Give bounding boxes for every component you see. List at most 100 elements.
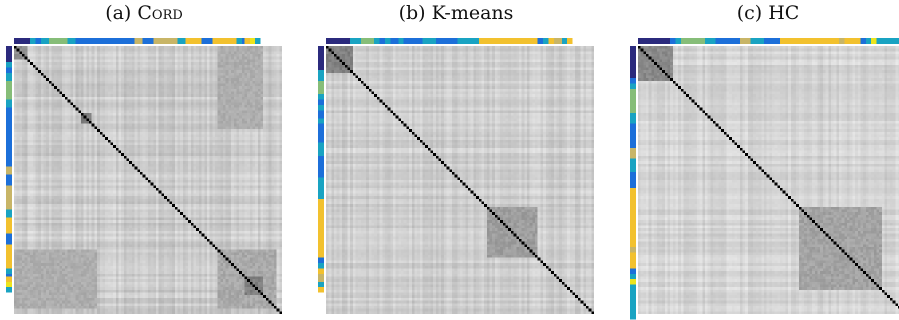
heatmap-cell [91, 102, 95, 106]
heatmap-cell [75, 171, 79, 175]
heatmap-cell [102, 129, 106, 132]
heatmap-cell [22, 51, 25, 55]
heatmap-cell [263, 166, 266, 170]
heatmap-cell [247, 75, 250, 79]
heatmap-cell [51, 86, 55, 89]
heatmap-cell [121, 150, 124, 154]
heatmap-cell [134, 163, 138, 167]
heatmap-cell [115, 96, 119, 100]
heatmap-cell [99, 121, 103, 124]
heatmap-cell [193, 137, 197, 140]
heatmap-cell [145, 64, 149, 68]
heatmap-cell [121, 145, 124, 148]
heatmap-cell [156, 139, 159, 143]
heatmap-cell [16, 88, 20, 92]
heatmap-cell [190, 118, 194, 122]
heatmap-cell [193, 48, 197, 52]
heatmap-cell [196, 78, 199, 81]
heatmap-cell [228, 75, 232, 79]
heatmap-cell [62, 83, 65, 87]
heatmap-cell [131, 91, 135, 95]
heatmap-cell [223, 80, 226, 84]
heatmap-cell [142, 177, 146, 181]
heatmap-cell [126, 78, 130, 81]
heatmap-cell [153, 126, 157, 130]
heatmap-cell [201, 145, 205, 148]
heatmap-cell [32, 121, 36, 124]
heatmap-cell [40, 142, 44, 146]
heatmap-cell [164, 113, 167, 116]
heatmap-cell [150, 80, 154, 84]
heatmap-cell [265, 54, 269, 57]
heatmap-cell [260, 110, 264, 114]
heatmap-cell [217, 123, 221, 127]
heatmap-cell [212, 78, 216, 81]
heatmap-cell [180, 91, 183, 95]
heatmap-cell [263, 134, 266, 138]
heatmap-cell [172, 75, 175, 79]
heatmap-cell [38, 88, 41, 92]
heatmap-cell [201, 59, 205, 63]
heatmap-cell [161, 110, 165, 114]
heatmap-cell [164, 83, 167, 87]
heatmap-cell [201, 88, 205, 92]
heatmap-cell [113, 134, 116, 138]
heatmap-cell [231, 46, 234, 49]
heatmap-cell [16, 80, 20, 84]
heatmap-cell [19, 118, 23, 122]
heatmap-cell [180, 86, 183, 89]
heatmap-cell [89, 86, 92, 89]
heatmap-cell [64, 67, 68, 71]
heatmap-cell [166, 121, 170, 124]
heatmap-cell [228, 134, 232, 138]
heatmap-cell [217, 121, 221, 124]
heatmap-cell [236, 70, 240, 73]
heatmap-cell [180, 51, 183, 55]
heatmap-cell [62, 177, 65, 181]
heatmap-cell [75, 48, 79, 52]
heatmap-cell [241, 88, 245, 92]
heatmap-cell [64, 72, 68, 76]
heatmap-cell [27, 46, 31, 49]
heatmap-cell [123, 142, 127, 146]
heatmap-cell [150, 51, 154, 55]
heatmap-cell [62, 115, 65, 119]
heatmap-cell [67, 121, 71, 124]
heatmap-cell [225, 110, 229, 114]
heatmap-cell [247, 102, 250, 106]
heatmap-cell [239, 161, 242, 164]
heatmap-cell [263, 96, 266, 100]
heatmap-cell [51, 126, 55, 130]
heatmap-cell [279, 163, 282, 167]
heatmap-cell [188, 102, 191, 106]
heatmap-cell [118, 102, 122, 106]
heatmap-cell [97, 174, 100, 178]
heatmap-cell [215, 174, 218, 178]
heatmap-cell [27, 107, 31, 111]
heatmap-cell [150, 102, 154, 106]
heatmap-cell [99, 158, 103, 162]
heatmap-cell [123, 91, 127, 95]
heatmap-cell [46, 169, 49, 173]
heatmap-cell [169, 102, 173, 106]
heatmap-cell [137, 78, 141, 81]
heatmap-cell [72, 169, 76, 173]
heatmap-cell [62, 80, 65, 84]
heatmap-cell [72, 134, 76, 138]
heatmap-cell [212, 131, 216, 135]
heatmap-cell [164, 110, 167, 114]
heatmap-cell [217, 126, 221, 130]
heatmap-cell [198, 96, 202, 100]
heatmap-cell [201, 142, 205, 146]
heatmap-cell [145, 150, 149, 154]
heatmap-cell [180, 137, 183, 140]
heatmap-cell [70, 56, 74, 60]
heatmap-cell [145, 115, 149, 119]
heatmap-cell [217, 174, 221, 178]
heatmap-cell [265, 171, 269, 175]
heatmap-cell [268, 150, 272, 154]
heatmap-cell [129, 67, 132, 71]
heatmap-cell [257, 83, 261, 87]
heatmap-cell [91, 142, 95, 146]
heatmap-cell [81, 67, 84, 71]
